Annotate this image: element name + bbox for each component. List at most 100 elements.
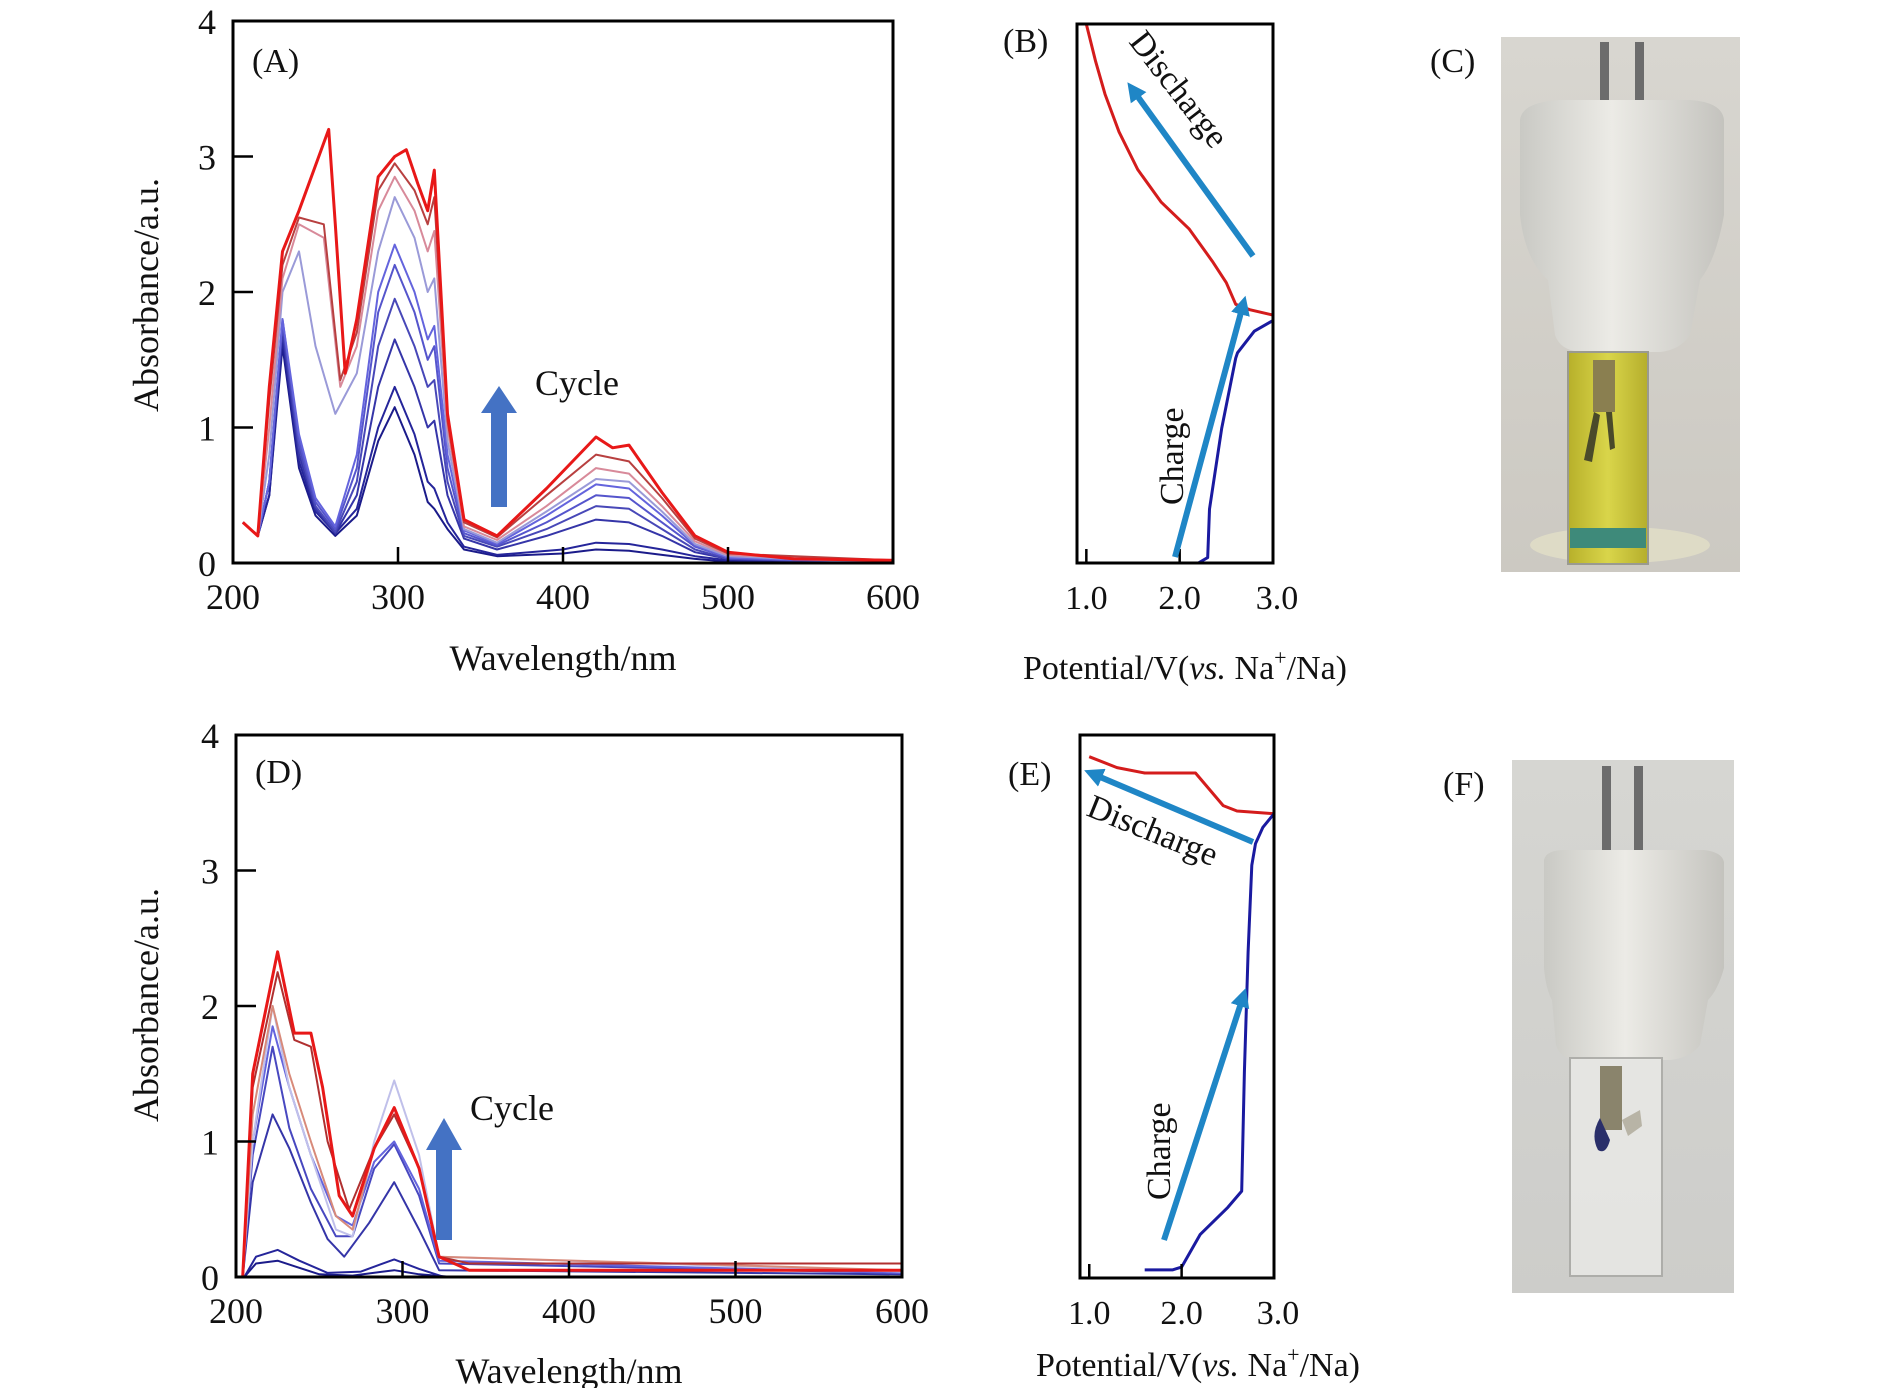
xlabel-part-end: /Na) [1300, 1347, 1360, 1384]
x-tick-label: 500 [701, 577, 755, 617]
panel-a-ticks: 200 300 400 500 600 0 1 2 3 4 [198, 2, 920, 617]
panel-b-xlabel: Potential/V(vs. Na+/Na) [1023, 645, 1347, 687]
series-line-charge [1144, 812, 1276, 1272]
panel-b-discharge-annotation: Discharge [1122, 24, 1236, 155]
y-tick-label: 3 [201, 852, 219, 892]
panel-e-charge-arrow [1161, 987, 1250, 1241]
panel-e-frame [1078, 733, 1276, 1280]
panel-a-ylabel: Absorbance/a.u. [126, 178, 166, 412]
panel-d-cycle-annotation: Cycle [470, 1088, 554, 1128]
panel-b-label: (B) [1003, 23, 1048, 60]
xlabel-part-sup: + [1274, 645, 1286, 670]
panel-d-cycle-arrow [426, 1118, 462, 1240]
photo-c-sample [1584, 412, 1615, 462]
series-line-9 [241, 950, 902, 1278]
x-tick-label: 3.0 [1256, 580, 1299, 617]
panel-d-xlabel: Wavelength/nm [455, 1351, 682, 1388]
panel-e-series-group [1088, 755, 1276, 1272]
photo-f-electrode-rod-1 [1602, 766, 1611, 852]
x-tick-label: 1.0 [1068, 1295, 1111, 1332]
photo-f-cell-clear: (F) [1443, 760, 1734, 1293]
x-tick-label: 2.0 [1158, 580, 1201, 617]
panel-b-ticks: 1.0 2.0 3.0 [1065, 549, 1298, 617]
panel-a-xlabel: Wavelength/nm [449, 638, 676, 678]
x-tick-label: 3.0 [1257, 1295, 1300, 1332]
series-line-2 [243, 1248, 902, 1278]
x-tick-label: 200 [206, 577, 260, 617]
panel-c-label: (C) [1430, 43, 1475, 80]
x-tick-label: 400 [536, 577, 590, 617]
panel-a-label: (A) [252, 43, 299, 80]
y-tick-label: 0 [201, 1258, 219, 1298]
x-tick-label: 600 [866, 577, 920, 617]
panel-a-series-group [241, 127, 894, 564]
series-line-6 [242, 243, 894, 564]
panel-a-cycle-arrow [481, 386, 517, 507]
panel-a-cycle-annotation: Cycle [535, 363, 619, 403]
xlabel-part-1: Potential/V( [1036, 1347, 1202, 1384]
xlabel-part-sup: + [1287, 1342, 1299, 1367]
photo-f-sample-foil [1622, 1110, 1642, 1136]
panel-b-discharge-arrow [1127, 82, 1256, 258]
panel-d-label: (D) [255, 754, 302, 791]
panel-f-label: (F) [1443, 766, 1485, 803]
x-tick-label: 300 [371, 577, 425, 617]
series-line-7 [242, 196, 894, 564]
y-tick-label: 4 [198, 2, 216, 42]
y-tick-label: 1 [201, 1123, 219, 1163]
photo-f-electrode [1600, 1066, 1622, 1130]
photo-c-electrode-rod-1 [1600, 42, 1609, 127]
y-tick-label: 4 [201, 716, 219, 756]
panel-e-ticks: 1.0 2.0 3.0 [1068, 1264, 1299, 1332]
panel-e-xlabel: Potential/V(vs. Na+/Na) [1036, 1342, 1360, 1384]
photo-c-cell-yellow: (C) [1430, 37, 1740, 572]
panel-b-charge-arrow [1172, 295, 1250, 558]
series-line-charge [1197, 319, 1274, 565]
photo-f-electrode-rod-2 [1634, 766, 1643, 852]
xlabel-part-end: /Na) [1287, 650, 1347, 687]
x-tick-label: 1.0 [1065, 580, 1108, 617]
panel-d-ylabel: Absorbance/a.u. [126, 888, 166, 1122]
panel-d-series-group [241, 950, 903, 1278]
series-line-5 [241, 1025, 903, 1278]
y-tick-label: 2 [198, 273, 216, 313]
panel-d-frame [234, 733, 904, 1279]
x-tick-label: 600 [875, 1291, 929, 1331]
panel-a-spectra: 200 300 400 500 600 0 1 2 3 4 (A) Wavelength/nm A… [126, 2, 920, 678]
series-line-discharge [1088, 755, 1275, 816]
panel-e-charge-annotation: Charge [1141, 1102, 1178, 1200]
x-tick-label: 2.0 [1160, 1295, 1203, 1332]
panel-b-frame [1075, 22, 1275, 565]
series-line-4 [241, 1045, 903, 1278]
panel-b-voltage-profile: 1.0 2.0 3.0 (B) Discharge Charge Potential… [1003, 22, 1347, 687]
panel-d-ticks: 200 300 400 500 600 0 1 2 3 4 [201, 716, 929, 1331]
photo-c-electrode-rod-2 [1635, 42, 1644, 127]
panel-e-voltage-profile: 1.0 2.0 3.0 (E) Discharge Charge Potential… [1008, 733, 1360, 1384]
photo-c-electrode [1593, 360, 1615, 412]
y-tick-label: 1 [198, 409, 216, 449]
photo-f-sample-blue [1594, 1118, 1610, 1152]
y-tick-label: 2 [201, 987, 219, 1027]
x-tick-label: 400 [542, 1291, 596, 1331]
panel-e-discharge-arrow [1084, 768, 1255, 845]
x-tick-label: 500 [709, 1291, 763, 1331]
series-line-3 [241, 1113, 903, 1278]
xlabel-part-na: Na [1239, 1347, 1287, 1384]
y-tick-label: 0 [198, 544, 216, 584]
photo-c-deposit [1570, 528, 1646, 548]
xlabel-part-vs: vs. [1189, 650, 1226, 687]
panel-d-spectra: 200 300 400 500 600 0 1 2 3 4 (D) Wavelength/nm A… [126, 716, 929, 1388]
x-tick-label: 200 [209, 1291, 263, 1331]
y-tick-label: 3 [198, 138, 216, 178]
series-line-8 [242, 175, 894, 563]
series-line-9 [242, 162, 894, 562]
panel-e-label: (E) [1008, 756, 1051, 793]
xlabel-part-na: Na [1226, 650, 1274, 687]
x-tick-label: 300 [376, 1291, 430, 1331]
xlabel-part-vs: vs. [1202, 1347, 1239, 1384]
photo-f-cap [1544, 850, 1724, 1060]
series-line-10 [241, 127, 894, 562]
xlabel-part-1: Potential/V( [1023, 650, 1189, 687]
panel-b-charge-annotation: Charge [1154, 407, 1191, 505]
